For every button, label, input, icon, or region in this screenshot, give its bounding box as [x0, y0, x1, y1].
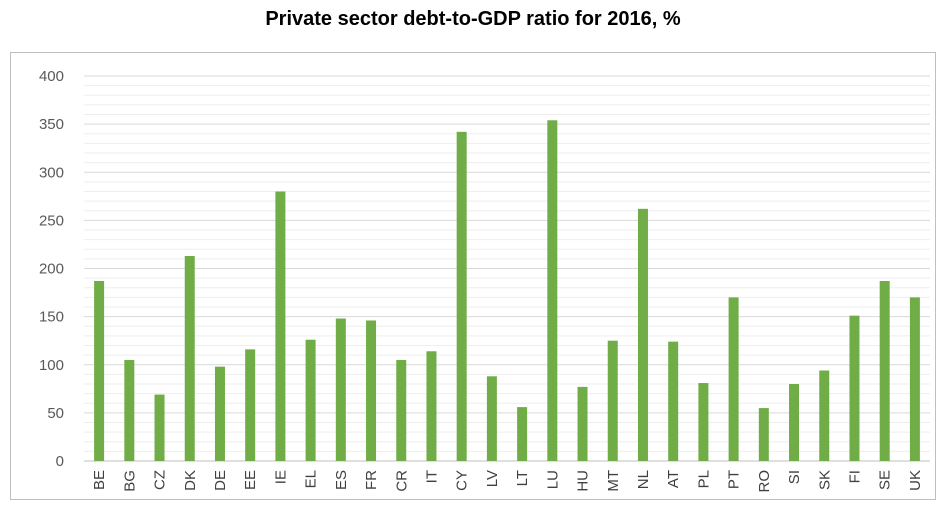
bar-ee [245, 349, 256, 461]
x-category-label: LT [514, 470, 531, 486]
y-tick-label: 100 [39, 357, 64, 374]
x-category-label: FI [846, 470, 863, 483]
chart-frame [10, 52, 936, 500]
x-category-label: IT [423, 470, 440, 483]
x-category-label: AT [665, 470, 682, 488]
bar-fi [849, 315, 860, 461]
bar-cy [456, 131, 467, 461]
x-category-label: EL [303, 470, 320, 488]
gridlines [84, 75, 930, 462]
bar-dk [184, 255, 195, 461]
y-tick-label: 150 [39, 309, 64, 326]
bar-bg [124, 359, 135, 461]
x-category-label: BG [121, 470, 138, 492]
x-category-label: LU [544, 470, 561, 489]
bar-el [305, 339, 316, 461]
x-category-label: SE [877, 470, 894, 490]
bar-fr [366, 320, 377, 461]
bar-lu [547, 120, 558, 462]
y-tick-label: 350 [39, 116, 64, 133]
bar-sk [819, 370, 830, 461]
bar-lt [517, 407, 528, 461]
y-tick-label: 200 [39, 261, 64, 278]
bar-cr [396, 359, 407, 461]
x-category-label: EE [242, 470, 259, 490]
bar-uk [909, 297, 920, 461]
x-category-label: FR [363, 470, 380, 490]
x-category-label: ES [333, 470, 350, 490]
chart-title: Private sector debt-to-GDP ratio for 201… [265, 8, 681, 30]
bar-se [879, 281, 890, 461]
bar-si [789, 384, 800, 461]
y-tick-label: 50 [47, 405, 64, 422]
x-category-label: CR [393, 470, 410, 492]
bar-pl [698, 383, 709, 461]
x-category-label: UK [907, 470, 924, 491]
x-category-label: NL [635, 470, 652, 489]
x-category-label: RO [756, 470, 773, 493]
y-tick-label: 400 [39, 68, 64, 85]
bar-hu [577, 386, 588, 461]
bars [94, 120, 920, 462]
bar-pt [728, 297, 739, 461]
x-category-label: CY [454, 470, 471, 491]
x-category-label: SK [816, 470, 833, 490]
bar-mt [607, 340, 618, 461]
bar-at [668, 341, 679, 461]
y-tick-label: 0 [56, 453, 64, 470]
x-category-label: IE [272, 470, 289, 484]
y-tick-label: 250 [39, 212, 64, 229]
x-category-label: DE [212, 470, 229, 491]
x-category-label: DK [182, 470, 199, 491]
x-category-label: SI [786, 470, 803, 484]
y-axis-ticks: 0 50 100 150 200 250 300 350 400 [39, 68, 64, 470]
bar-be [94, 281, 105, 461]
x-category-label: MT [605, 470, 622, 492]
bar-de [214, 366, 225, 461]
y-tick-label: 300 [39, 164, 64, 181]
bar-cz [154, 394, 165, 461]
bar-ie [275, 191, 286, 461]
x-category-label: CZ [152, 470, 169, 490]
bar-lv [486, 376, 497, 461]
x-axis-categories: BE BG CZ DK DE EE IE EL ES FR CR IT CY LV LT LU HU MT NL AT… [91, 470, 924, 493]
bar-it [426, 351, 437, 461]
x-category-label: PT [726, 470, 743, 489]
bar-ro [758, 408, 769, 461]
x-category-label: BE [91, 470, 108, 490]
bar-es [335, 318, 346, 461]
x-category-label: LV [484, 470, 501, 487]
x-category-label: PL [695, 470, 712, 488]
bar-nl [637, 208, 648, 461]
x-category-label: HU [575, 470, 592, 492]
